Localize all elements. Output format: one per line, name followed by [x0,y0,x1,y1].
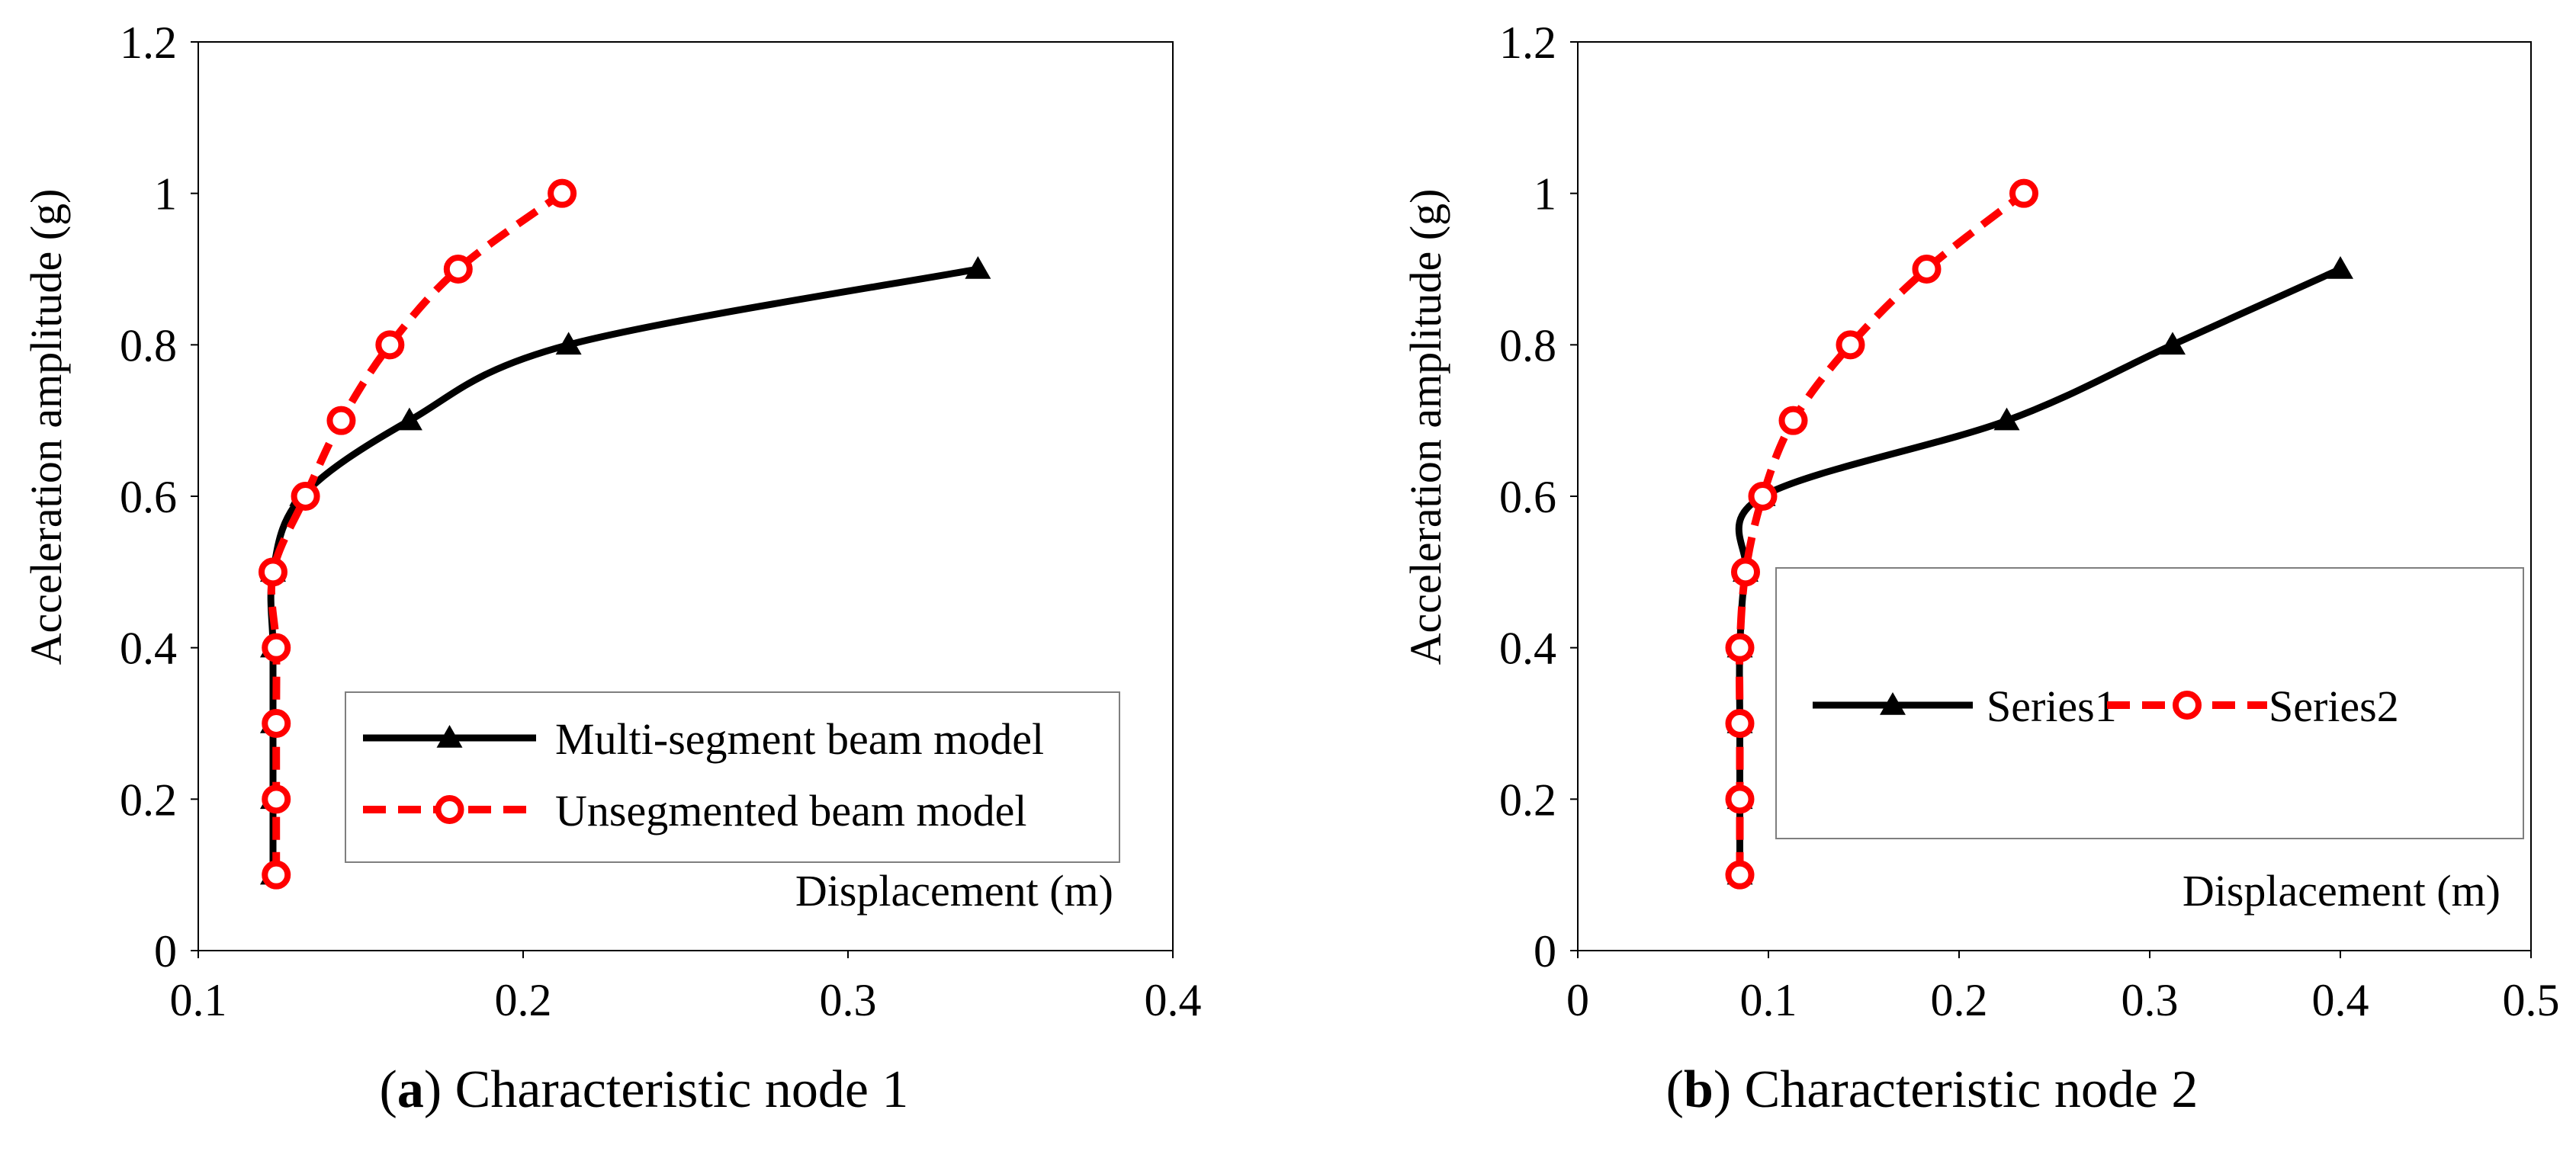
y-tick-label: 1 [1534,169,1556,220]
data-point [1778,406,1808,435]
y-tick-label: 0.4 [120,624,177,674]
data-point [1725,860,1755,890]
caption-a-label: a [397,1060,424,1119]
x-tick-label: 0.3 [820,975,877,1025]
y-tick-label: 0.6 [1499,472,1556,522]
x-axis-title: Displacement (m) [795,866,1113,916]
y-axis-title: Acceleration amplitude (g) [1401,189,1450,665]
legend-swatch-marker [1880,692,1906,715]
series-line [267,190,565,875]
x-tick-label: 0.3 [2122,975,2179,1025]
x-tick-label: 0.2 [495,975,552,1025]
legend-box [345,691,1120,863]
y-tick-label: 0.2 [120,775,177,825]
caption-b: (b) Characteristic node 2 [1665,1060,2199,1119]
caption-b-label: b [1683,1060,1714,1119]
legend-swatch-marker [2173,691,2202,720]
chart-a-svg: 0 0.2 0.4 0.6 0.8 1 1.2 0.1 0.2 0.3 0.4 Acceleratio… [21,18,1202,1025]
x-tick-label: 0.1 [170,975,227,1025]
x-tick-label: 0.4 [2312,975,2369,1025]
caption-a: (a) Characteristic node 1 [379,1060,909,1119]
chart-panel-b: 0 0.2 0.4 0.6 0.8 1 1.2 0 0.1 0.2 0.3 0.4 0.5 Acceler… [1288,0,2576,1161]
data-point [326,406,356,435]
chart-panel-a: 0 0.2 0.4 0.6 0.8 1 1.2 0.1 0.2 0.3 0.4 Acceleratio… [21,18,1202,1119]
y-tick-label: 1.2 [1499,18,1556,68]
x-axis-title: Displacement (m) [2183,866,2501,916]
legend: Series1 Series2 [1775,567,2524,839]
data-point [443,255,473,284]
y-tick-label: 1 [154,169,177,220]
data-point [262,784,291,814]
series-line [1735,265,2342,875]
data-point [1725,709,1755,738]
caption-b-text: Characteristic node 2 [1744,1060,2199,1119]
data-point [258,557,287,587]
data-point [1748,482,1778,511]
series-2 [258,178,577,890]
x-tick-label: 0.4 [1145,975,1202,1025]
data-point [2160,332,2186,355]
data-point [965,256,991,279]
data-point [291,482,320,511]
y-tick-label: 0.4 [1499,624,1556,674]
y-tick-label: 0 [154,926,177,977]
legend-label: Series2 [2269,682,2399,731]
data-point [548,178,577,208]
data-point [375,330,405,360]
legend-swatch-marker [436,725,463,748]
chart-b-svg: 0 0.2 0.4 0.6 0.8 1 1.2 0 0.1 0.2 0.3 0.4 0.5 Acceler… [1401,18,2560,1025]
data-point [555,332,582,355]
legend-label: Multi-segment beam model [555,714,1044,764]
legend: Multi-segment beam model Unsegmented beam… [345,691,1120,863]
caption-a-text: Characteristic node 1 [454,1060,909,1119]
legend-swatch-marker [435,795,464,824]
series-2 [1725,178,2038,890]
x-tick-label: 0 [1566,975,1589,1025]
legend-label: Series1 [1987,682,2117,731]
data-point [1725,633,1755,662]
y-tick-label: 0.6 [120,472,177,522]
y-tick-label: 0.8 [120,320,177,370]
data-point [262,860,291,890]
data-point [2327,256,2353,279]
data-point [1836,330,1865,360]
y-axis-title: Acceleration amplitude (g) [21,189,71,665]
legend-label: Unsegmented beam model [555,786,1027,835]
data-point [1731,557,1760,587]
data-point [1993,407,2020,431]
data-point [2009,178,2038,208]
x-tick-label: 0.1 [1740,975,1797,1025]
data-point [1725,784,1755,814]
data-point [396,407,422,431]
y-tick-label: 1.2 [120,18,177,68]
y-tick-label: 0.2 [1499,775,1556,825]
y-tick-label: 0.8 [1499,320,1556,370]
x-tick-label: 0.2 [1931,975,1988,1025]
x-tick-label: 0.5 [2503,975,2560,1025]
data-point [1912,255,1942,284]
data-point [262,633,291,662]
data-point [262,709,291,738]
y-tick-label: 0 [1534,926,1556,977]
